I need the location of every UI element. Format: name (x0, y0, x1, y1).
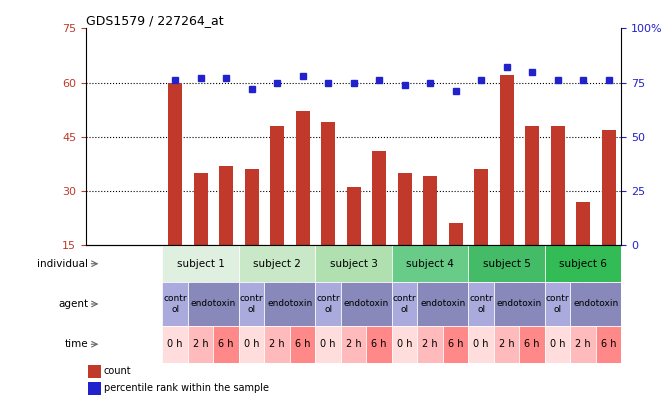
Bar (443, 326, 469, 363)
Text: 0 h: 0 h (244, 339, 259, 349)
Text: endotoxin: endotoxin (573, 299, 619, 309)
Bar (545, 245, 621, 282)
Bar (163, 245, 239, 282)
Bar (239, 326, 264, 363)
Text: contr
ol: contr ol (317, 294, 340, 314)
Bar (392, 245, 469, 282)
Text: 6 h: 6 h (295, 339, 311, 349)
Bar (315, 326, 341, 363)
Bar (163, 326, 188, 363)
Text: 0 h: 0 h (321, 339, 336, 349)
Bar (239, 282, 264, 326)
Text: 2 h: 2 h (422, 339, 438, 349)
Text: subject 3: subject 3 (330, 259, 377, 269)
Bar (392, 326, 417, 363)
Bar (494, 282, 545, 326)
Text: 2 h: 2 h (269, 339, 285, 349)
Text: 0 h: 0 h (167, 339, 183, 349)
Bar (551, 126, 564, 245)
Bar (570, 282, 621, 326)
Text: contr
ol: contr ol (469, 294, 493, 314)
Bar (545, 282, 570, 326)
Bar (219, 166, 233, 245)
Text: contr
ol: contr ol (546, 294, 569, 314)
Bar (315, 245, 392, 282)
Text: 6 h: 6 h (371, 339, 387, 349)
Bar (214, 326, 239, 363)
Text: subject 4: subject 4 (407, 259, 454, 269)
Bar (520, 326, 545, 363)
Bar (469, 282, 494, 326)
Bar (366, 326, 392, 363)
Bar (315, 282, 341, 326)
Text: 0 h: 0 h (397, 339, 412, 349)
Text: 6 h: 6 h (601, 339, 616, 349)
Text: 2 h: 2 h (499, 339, 514, 349)
Bar (596, 326, 621, 363)
Text: subject 2: subject 2 (253, 259, 301, 269)
Bar (392, 282, 417, 326)
Bar (264, 282, 315, 326)
Text: endotoxin: endotoxin (420, 299, 465, 309)
Text: 0 h: 0 h (473, 339, 489, 349)
Text: endotoxin: endotoxin (496, 299, 542, 309)
Bar (270, 126, 284, 245)
Text: subject 1: subject 1 (176, 259, 225, 269)
Text: 2 h: 2 h (575, 339, 591, 349)
Bar (423, 177, 437, 245)
Text: subject 5: subject 5 (483, 259, 531, 269)
Bar (89, 364, 101, 378)
Text: count: count (104, 367, 132, 376)
Bar (500, 75, 514, 245)
Bar (341, 326, 366, 363)
Bar (417, 282, 469, 326)
Bar (570, 326, 596, 363)
Text: GDS1579 / 227264_at: GDS1579 / 227264_at (86, 14, 223, 27)
Bar (494, 326, 520, 363)
Text: 0 h: 0 h (550, 339, 565, 349)
Bar (474, 169, 488, 245)
Text: 6 h: 6 h (218, 339, 234, 349)
Text: 6 h: 6 h (524, 339, 540, 349)
Bar (449, 224, 463, 245)
Bar (188, 326, 214, 363)
Text: endotoxin: endotoxin (191, 299, 236, 309)
Text: contr
ol: contr ol (240, 294, 264, 314)
Text: contr
ol: contr ol (393, 294, 416, 314)
Bar (245, 169, 258, 245)
Bar (545, 326, 570, 363)
Bar (163, 282, 188, 326)
Bar (168, 83, 182, 245)
Bar (188, 282, 239, 326)
Bar (321, 122, 335, 245)
Text: 2 h: 2 h (193, 339, 208, 349)
Bar (417, 326, 443, 363)
Text: subject 6: subject 6 (559, 259, 607, 269)
Bar (341, 282, 392, 326)
Bar (469, 326, 494, 363)
Bar (576, 202, 590, 245)
Text: endotoxin: endotoxin (267, 299, 313, 309)
Bar (525, 126, 539, 245)
Bar (372, 151, 386, 245)
Text: endotoxin: endotoxin (344, 299, 389, 309)
Bar (290, 326, 315, 363)
Text: time: time (65, 339, 89, 349)
Text: contr
ol: contr ol (163, 294, 187, 314)
Bar (239, 245, 315, 282)
Bar (89, 382, 101, 395)
Bar (469, 245, 545, 282)
Bar (602, 130, 615, 245)
Text: agent: agent (58, 299, 89, 309)
Bar (264, 326, 290, 363)
Bar (346, 188, 361, 245)
Text: percentile rank within the sample: percentile rank within the sample (104, 384, 269, 393)
Text: 2 h: 2 h (346, 339, 362, 349)
Text: individual: individual (38, 259, 89, 269)
Text: 6 h: 6 h (448, 339, 463, 349)
Bar (295, 111, 309, 245)
Bar (194, 173, 208, 245)
Bar (398, 173, 412, 245)
